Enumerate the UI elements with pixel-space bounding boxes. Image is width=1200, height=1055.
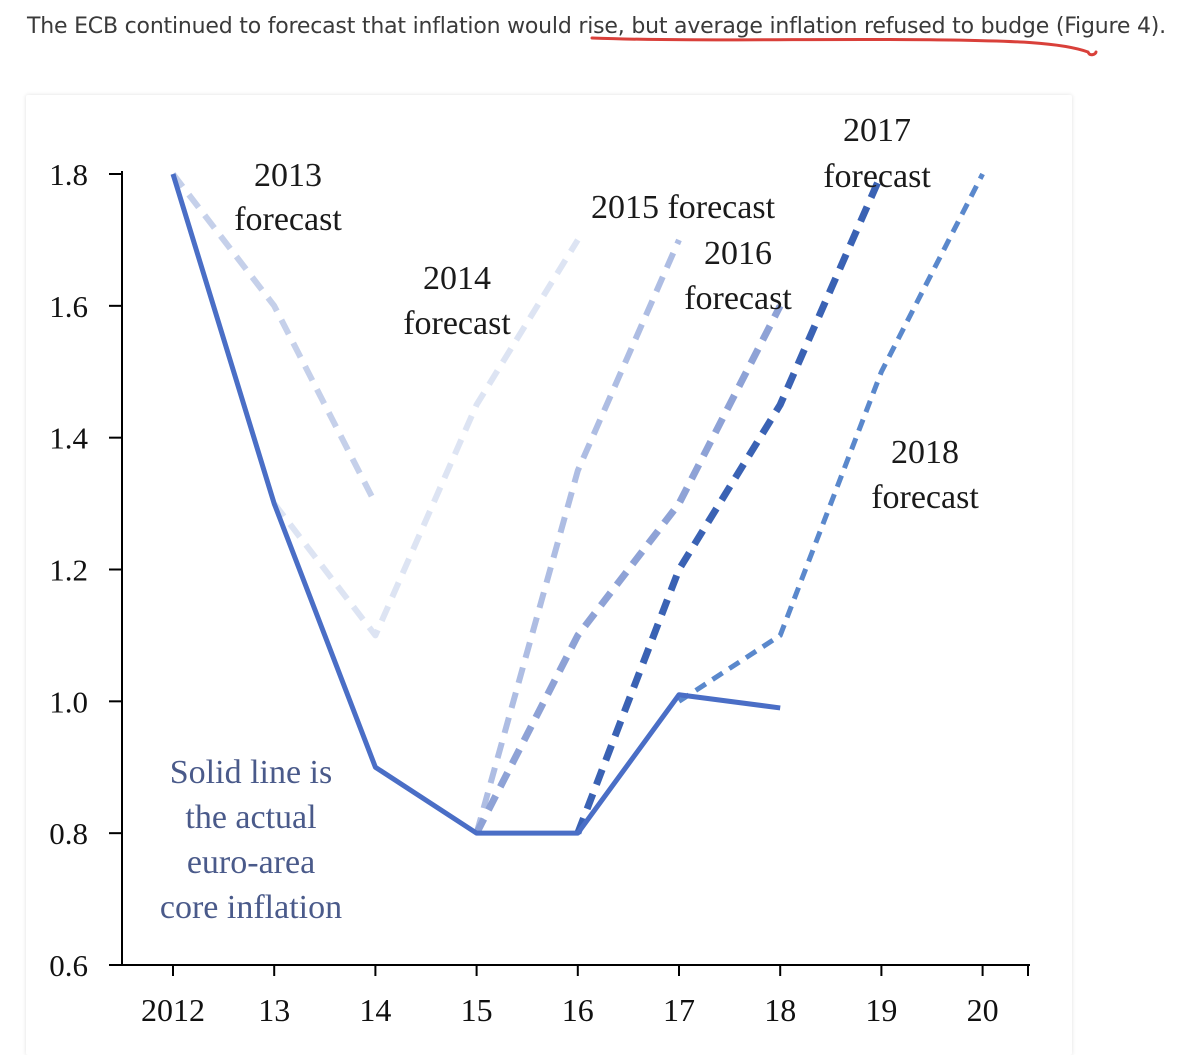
annotation-line: forecast xyxy=(403,305,511,342)
annotation-line: 2013 xyxy=(254,157,322,194)
x-tick-label: 19 xyxy=(865,992,897,1028)
y-tick-label: 0.8 xyxy=(49,816,88,851)
annotation-line: the actual xyxy=(185,799,316,836)
forecast-line-4 xyxy=(477,306,781,833)
forecast-label-5: 2018 forecast xyxy=(871,434,979,516)
x-tick-label: 17 xyxy=(663,992,695,1028)
forecast-label-2: 2015 forecast xyxy=(591,189,776,226)
y-tick-label: 1.6 xyxy=(49,289,88,324)
annotation-line: 2015 forecast xyxy=(591,189,776,226)
annotation-line: forecast xyxy=(823,158,931,195)
forecast-label-3: 2016 forecast xyxy=(684,235,792,317)
y-tick-label: 1.4 xyxy=(49,421,88,456)
red-underline-mark xyxy=(592,38,1096,55)
forecast-line-5 xyxy=(578,174,882,833)
forecast-label-0: 2013 forecast xyxy=(234,157,342,238)
annotation-line: 2016 xyxy=(704,235,772,272)
annotation-line: euro-area xyxy=(187,844,315,881)
annotation-line: forecast xyxy=(234,201,342,238)
annotation-line: forecast xyxy=(871,479,979,516)
annotation-line: core inflation xyxy=(160,889,342,926)
y-tick-label: 0.6 xyxy=(49,948,88,983)
x-tick-label: 16 xyxy=(562,992,594,1028)
forecast-label-1: 2014 forecast xyxy=(403,260,511,342)
x-tick-label: 13 xyxy=(258,992,290,1028)
forecast-label-4: 2017 forecast xyxy=(823,112,931,195)
annotation-line: 2018 xyxy=(891,434,959,471)
annotation-line: 2017 xyxy=(843,112,911,149)
x-tick-label: 15 xyxy=(461,992,493,1028)
y-tick-label: 1.0 xyxy=(49,684,88,719)
chart-series xyxy=(173,174,983,833)
y-tick-label: 1.8 xyxy=(49,157,88,192)
x-tick-label: 14 xyxy=(359,992,391,1028)
x-tick-label: 20 xyxy=(967,992,999,1028)
annotation-line: forecast xyxy=(684,280,792,317)
annotation-line: Solid line is xyxy=(170,754,332,791)
solid-line-note: Solid line is the actual euro-area core inf… xyxy=(160,754,342,926)
x-tick-label: 18 xyxy=(764,992,796,1028)
y-tick-label: 1.2 xyxy=(49,553,88,588)
annotation-line: 2014 xyxy=(423,260,491,297)
forecast-line-2 xyxy=(274,240,578,636)
line-chart: 0.6 0.8 1.0 1.2 1.4 1.6 1.8 2012 13 14 15 16 17 18 19 2… xyxy=(0,0,1200,1050)
x-tick-label: 2012 xyxy=(141,992,205,1028)
